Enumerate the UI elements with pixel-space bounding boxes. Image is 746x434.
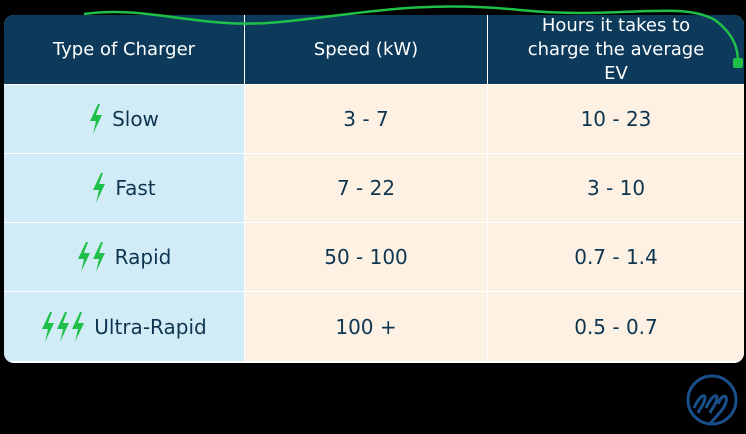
header-cell: Speed (kW) — [245, 15, 487, 84]
type-label: Ultra-Rapid — [94, 314, 207, 339]
hours-cell: 3 - 10 — [488, 154, 744, 222]
speed-cell: 50 - 100 — [245, 223, 487, 291]
logo — [686, 374, 738, 426]
type-label: Slow — [112, 107, 159, 131]
speed-cell: 7 - 22 — [245, 154, 487, 222]
speed-cell: 3 - 7 — [245, 85, 487, 153]
type-label: Rapid — [114, 245, 172, 269]
cable — [83, 5, 740, 63]
table: Type of Charger Speed (kW) Hours it take… — [4, 15, 744, 363]
plug — [733, 58, 743, 68]
header-cell: Hours it takes to charge the average EV — [488, 15, 744, 84]
charger-type: Rapid — [4, 223, 244, 291]
charger-type: Slow — [4, 85, 244, 153]
hours-cell: 0.5 - 0.7 — [488, 292, 744, 361]
charger-type: Ultra-Rapid — [4, 292, 244, 361]
speed-cell: 100 + — [245, 292, 487, 361]
hours-cell: 0.7 - 1.4 — [488, 223, 744, 291]
charger-type: Fast — [4, 154, 244, 222]
header-cell: Type of Charger — [4, 15, 244, 84]
hours-cell: 10 - 23 — [488, 85, 744, 153]
type-label: Fast — [115, 176, 156, 200]
